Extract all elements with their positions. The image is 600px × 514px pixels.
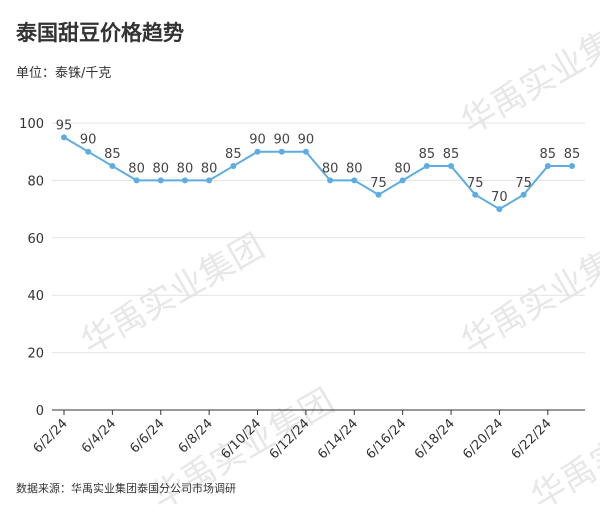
- point: [400, 177, 406, 183]
- value-label: 70: [491, 190, 508, 205]
- point: [472, 192, 478, 198]
- value-label: 80: [394, 161, 411, 176]
- point: [448, 163, 454, 169]
- point: [134, 177, 140, 183]
- point: [496, 206, 502, 212]
- point: [182, 177, 188, 183]
- point: [279, 149, 285, 155]
- x-tick-label: 6/4/24: [79, 416, 119, 456]
- value-label: 80: [152, 161, 169, 176]
- chart-title: 泰国甜豆价格趋势: [15, 21, 184, 45]
- y-tick-label: 20: [27, 347, 44, 362]
- value-label: 80: [346, 161, 363, 176]
- point: [521, 192, 527, 198]
- point: [327, 177, 333, 183]
- x-tick-label: 6/2/24: [31, 416, 71, 456]
- point: [375, 192, 381, 198]
- value-label: 85: [540, 147, 557, 162]
- chart-subtitle: 单位：泰铢/千克: [16, 65, 111, 81]
- watermark: 华禹实业集团: [75, 226, 272, 363]
- value-label: 80: [128, 161, 145, 176]
- x-tick-label: 6/20/24: [460, 416, 506, 462]
- point: [545, 163, 551, 169]
- y-tick-label: 0: [36, 404, 44, 419]
- point: [61, 134, 67, 140]
- value-label: 85: [564, 147, 581, 162]
- value-label: 85: [419, 147, 436, 162]
- point: [109, 163, 115, 169]
- value-label: 75: [515, 176, 532, 191]
- point: [230, 163, 236, 169]
- source: 数据来源：华禹实业集团泰国分公司市场调研: [16, 481, 236, 495]
- value-label: 85: [443, 147, 460, 162]
- x-tick-label: 6/22/24: [509, 416, 555, 462]
- watermark: 华禹实业集团: [455, 6, 600, 143]
- value-label: 90: [273, 133, 290, 148]
- value-label: 90: [298, 133, 315, 148]
- y-tick-label: 60: [27, 232, 44, 247]
- value-label: 95: [56, 118, 73, 133]
- x-tick-label: 6/6/24: [127, 416, 167, 456]
- value-label: 85: [104, 147, 121, 162]
- point: [569, 163, 575, 169]
- watermark: 华禹实业集团: [455, 226, 600, 363]
- point: [158, 177, 164, 183]
- value-label: 90: [80, 133, 97, 148]
- point: [351, 177, 357, 183]
- value-label: 75: [370, 176, 387, 191]
- x-tick-label: 6/18/24: [412, 416, 458, 462]
- y-tick-label: 80: [27, 174, 44, 189]
- point: [255, 149, 261, 155]
- value-label: 80: [201, 161, 218, 176]
- point: [206, 177, 212, 183]
- value-label: 90: [249, 133, 266, 148]
- y-tick-label: 100: [19, 117, 44, 132]
- x-tick-label: 6/16/24: [363, 416, 409, 462]
- y-tick-label: 40: [27, 289, 44, 304]
- point: [303, 149, 309, 155]
- value-label: 80: [177, 161, 194, 176]
- value-label: 85: [225, 147, 242, 162]
- value-label: 75: [467, 176, 484, 191]
- point: [424, 163, 430, 169]
- point: [85, 149, 91, 155]
- value-label: 80: [322, 161, 339, 176]
